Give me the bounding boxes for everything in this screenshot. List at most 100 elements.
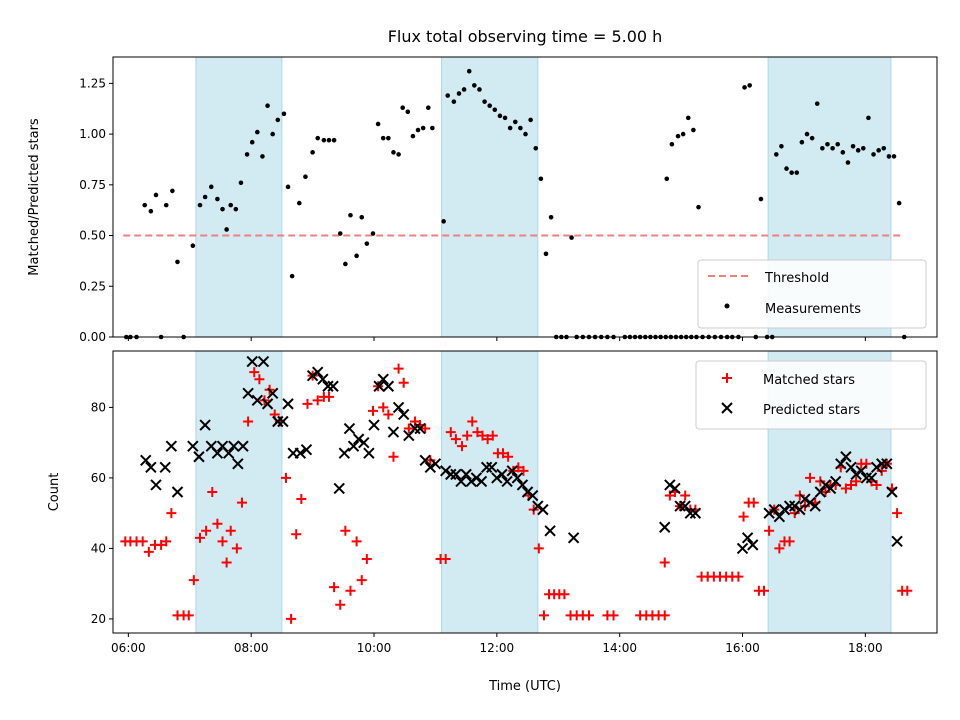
y-axis-label: Matched/Predicted stars (27, 118, 42, 276)
data-point-measurement (228, 202, 234, 208)
data-point-predicted (835, 458, 847, 470)
data-point-matched (403, 423, 414, 434)
x-tick-label: 12:00 (480, 641, 515, 655)
shaded-interval (441, 56, 539, 338)
axes-frame (112, 350, 938, 634)
data-point-predicted (445, 468, 457, 481)
data-point-matched (243, 416, 254, 427)
data-point-predicted (171, 486, 184, 498)
data-point-measurement (773, 152, 779, 157)
data-point-measurement (855, 148, 861, 153)
data-point-predicted (358, 436, 370, 449)
legend-matched-swatch (722, 373, 732, 383)
data-point-predicted (392, 401, 405, 414)
data-point-predicted (870, 461, 883, 474)
data-point-predicted (768, 503, 780, 516)
data-point-matched (156, 539, 167, 550)
data-point-measurement (482, 99, 487, 104)
data-point-measurement (758, 196, 764, 202)
data-point-matched (815, 476, 826, 487)
data-point-measurement (391, 150, 396, 155)
data-point-measurement (224, 227, 229, 232)
data-point-predicted (736, 542, 749, 555)
data-point-matched (477, 430, 488, 441)
data-point-matched (764, 525, 775, 536)
data-point-measurement (270, 131, 275, 137)
data-point-matched (583, 610, 594, 621)
data-point-predicted (465, 475, 477, 488)
y-tick-label: 1.25 (79, 76, 106, 90)
data-point-predicted (306, 369, 319, 382)
data-point-matched (280, 472, 291, 483)
y-axis-label: Count (47, 473, 62, 512)
data-point-measurement (497, 113, 503, 119)
panel-counts: 20 40 60 80 06:00 08:00 10:00 12:00 14:00 16:00 1… (47, 350, 938, 694)
data-point-matched (820, 487, 831, 497)
data-point-predicted (414, 422, 426, 435)
axes-frame (112, 56, 938, 338)
data-point-predicted (891, 535, 903, 548)
legend-matched-label: Matched stars (763, 373, 855, 388)
panel-ratio: Flux total observing time = 5.00 h 0.000… (27, 27, 938, 344)
data-point-matched (137, 536, 148, 547)
data-point-predicted (491, 472, 503, 484)
data-point-predicted (382, 380, 395, 392)
data-point-predicted (211, 447, 224, 459)
data-point-measurement (523, 131, 528, 137)
data-point-measurement (405, 109, 411, 115)
data-point-measurement (275, 117, 281, 123)
data-point-predicted (511, 472, 524, 484)
data-point-measurement (876, 148, 881, 153)
data-point-measurement (502, 115, 508, 121)
data-point-predicted (429, 458, 442, 470)
data-point-matched (538, 610, 549, 621)
data-point-predicted (819, 479, 832, 491)
data-point-matched (291, 529, 302, 540)
data-point-predicted (537, 503, 549, 516)
data-point-predicted (850, 468, 862, 481)
data-point-predicted (352, 433, 365, 445)
data-point-predicted (747, 539, 759, 551)
data-point-matched (345, 585, 356, 596)
data-point-predicted (409, 422, 421, 435)
data-point-matched (559, 589, 570, 600)
data-point-measurement (265, 103, 270, 108)
data-point-predicted (865, 472, 878, 484)
data-point-matched (367, 405, 378, 416)
data-point-predicted (450, 468, 462, 481)
data-point-predicted (516, 479, 529, 491)
y-tick-label: 1.00 (79, 127, 106, 141)
data-point-predicted (242, 387, 254, 400)
data-point-matched (487, 430, 498, 441)
x-tick-label: 14:00 (602, 641, 637, 655)
legend: Matched stars Predicted stars (695, 360, 927, 430)
data-point-measurement (664, 176, 670, 182)
data-point-matched (221, 557, 232, 568)
data-point-predicted (855, 465, 867, 477)
data-point-predicted (506, 465, 518, 477)
data-point-predicted (886, 486, 898, 498)
data-point-measurement (400, 105, 405, 111)
y-tick-label: 60 (91, 471, 106, 485)
x-marker (721, 402, 733, 414)
data-point-predicted (228, 440, 240, 452)
data-point-measurement (208, 184, 214, 190)
data-point-predicted (689, 507, 702, 519)
data-point-measurement (220, 206, 225, 212)
data-point-measurement (835, 141, 841, 147)
data-point-predicted (475, 475, 488, 488)
data-point-measurement (321, 137, 327, 143)
legend-frame (697, 259, 927, 329)
data-point-matched (748, 497, 759, 508)
data-point-matched (236, 497, 247, 508)
data-point-measurement (331, 137, 337, 143)
data-point-predicted (684, 507, 697, 519)
y-tick-label: 0.50 (79, 229, 106, 243)
data-point-measurement (669, 141, 675, 147)
data-point-measurement (548, 214, 554, 220)
data-point-measurement (244, 152, 250, 157)
data-point-predicted (377, 373, 389, 385)
data-point-matched (462, 430, 473, 441)
data-point-measurement (784, 166, 789, 171)
data-point-measurement (370, 231, 376, 236)
